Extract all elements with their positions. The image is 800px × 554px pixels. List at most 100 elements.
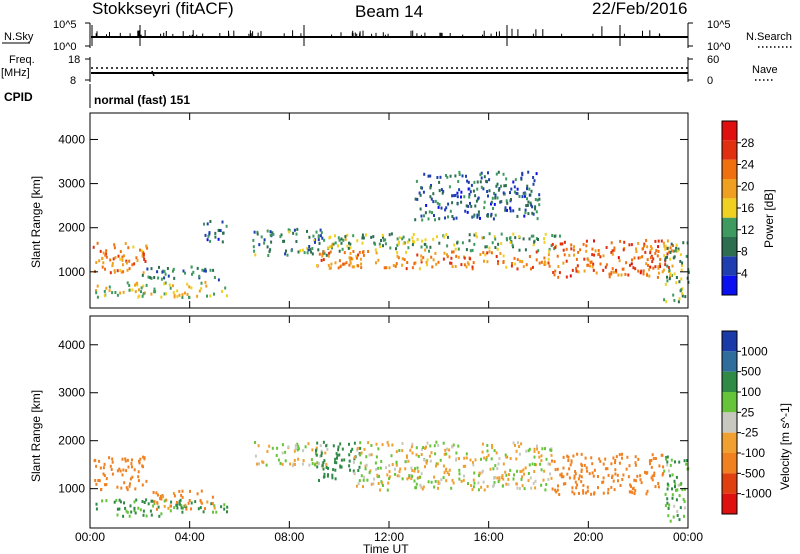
- power-cell: [141, 294, 144, 298]
- velocity-cell: [487, 453, 490, 457]
- velocity-cell: [501, 484, 504, 488]
- velocity-cell: [592, 474, 595, 478]
- velocity-cell: [165, 498, 168, 502]
- power-cell: [221, 220, 224, 224]
- power-cell: [341, 247, 344, 251]
- velocity-cell: [666, 501, 669, 505]
- power-cell: [221, 289, 223, 293]
- velocity-cell: [498, 478, 501, 482]
- power-cell: [419, 207, 422, 211]
- power-cell: [411, 243, 414, 247]
- velocity-cell: [187, 501, 190, 505]
- velocity-cell: [524, 466, 527, 470]
- power-cell: [401, 237, 404, 241]
- velocity-cell: [650, 459, 653, 462]
- power-cell: [447, 202, 450, 206]
- velocity-cell: [455, 451, 458, 455]
- power-cell: [431, 265, 434, 269]
- velocity-cell: [281, 451, 284, 455]
- power-cell: [487, 194, 489, 198]
- power-cell: [128, 284, 131, 287]
- power-cell: [547, 253, 550, 257]
- power-cell: [675, 281, 678, 285]
- power-cell: [113, 243, 116, 247]
- power-cell: [131, 263, 134, 267]
- power-cell: [505, 199, 508, 203]
- power-cell: [534, 198, 537, 201]
- velocity-cell: [134, 511, 137, 515]
- velocity-cell: [357, 482, 360, 486]
- velocity-cell: [489, 467, 492, 471]
- velocity-cell: [359, 461, 362, 465]
- power-cell: [663, 298, 666, 302]
- velocity-cell: [98, 459, 101, 463]
- power-cell: [583, 269, 586, 273]
- power-cell: [670, 273, 673, 277]
- velocity-cell: [101, 499, 104, 503]
- power-cell: [460, 263, 463, 267]
- power-cell: [365, 233, 367, 237]
- x-tick-label: 00:00: [673, 530, 703, 544]
- power-cell: [312, 234, 315, 238]
- velocity-cell: [564, 482, 567, 486]
- power-cell: [196, 266, 199, 270]
- velocity-cell: [404, 460, 407, 464]
- velocity-cell: [326, 474, 329, 478]
- power-cell: [551, 234, 554, 237]
- velocity-cell: [385, 466, 387, 470]
- velocity-cell: [462, 478, 465, 482]
- velocity-cell: [339, 464, 342, 468]
- velocity-cell: [485, 458, 488, 462]
- velocity-cell: [458, 457, 460, 461]
- velocity-cell: [523, 487, 526, 491]
- power-cell: [454, 193, 457, 197]
- power-cell: [537, 249, 540, 253]
- power-cell: [480, 176, 483, 180]
- velocity-cell: [618, 461, 621, 465]
- velocity-cell: [339, 442, 342, 446]
- power-cell: [582, 242, 585, 246]
- power-cell: [490, 212, 493, 216]
- velocity-cell: [115, 498, 118, 502]
- velocity-cell: [536, 444, 538, 448]
- power-cell: [492, 207, 494, 210]
- power-cell: [482, 251, 485, 255]
- power-cell: [254, 253, 257, 257]
- velocity-cell: [678, 460, 681, 464]
- power-cell: [479, 216, 481, 220]
- velocity-cell: [533, 449, 536, 453]
- power-cell: [476, 213, 479, 217]
- velocity-cell: [570, 460, 573, 464]
- velocity-cell: [353, 455, 356, 459]
- velocity-cell: [399, 467, 402, 471]
- power-cell: [553, 247, 556, 251]
- velocity-cell: [320, 451, 323, 455]
- power-cell: [434, 199, 437, 203]
- velocity-cell: [355, 484, 358, 488]
- power-cell: [659, 265, 661, 269]
- power-cell: [352, 234, 355, 238]
- power-cell: [418, 267, 421, 271]
- power-cell: [468, 233, 471, 237]
- velocity-cell: [465, 452, 468, 456]
- power-cell: [301, 248, 304, 252]
- power-y-label: Slant Range [km]: [29, 176, 43, 268]
- power-cell: [451, 215, 454, 218]
- power-cell: [480, 171, 483, 175]
- power-cell: [591, 265, 594, 269]
- power-cell: [327, 263, 330, 267]
- velocity-cell: [153, 500, 156, 504]
- power-cell: [397, 242, 400, 246]
- power-cell: [340, 237, 343, 241]
- power-cell: [95, 291, 98, 295]
- velocity-cell: [336, 456, 338, 460]
- power-cell: [356, 256, 358, 260]
- power-cell: [458, 170, 461, 174]
- velocity-cell: [634, 479, 637, 483]
- velocity-cell: [632, 486, 635, 490]
- velocity-colorbar-swatch: [722, 371, 737, 392]
- power-cell: [663, 244, 666, 248]
- velocity-cell: [534, 463, 536, 466]
- velocity-cell: [683, 459, 686, 463]
- velocity-cell: [666, 482, 669, 486]
